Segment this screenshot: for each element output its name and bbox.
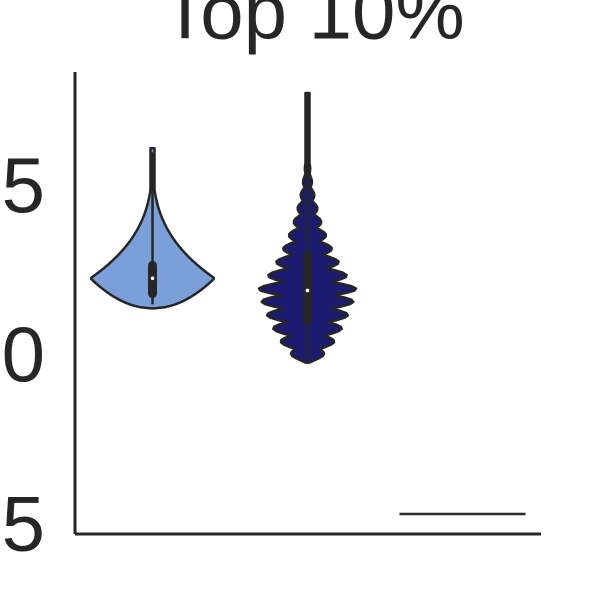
median (305, 288, 310, 293)
y-tick-label: 5 (2, 480, 45, 568)
median (150, 276, 155, 281)
chart-title: Top 10% (161, 0, 465, 56)
y-tick-label: 5 (2, 141, 45, 229)
y-tick-label: 0 (2, 310, 45, 398)
